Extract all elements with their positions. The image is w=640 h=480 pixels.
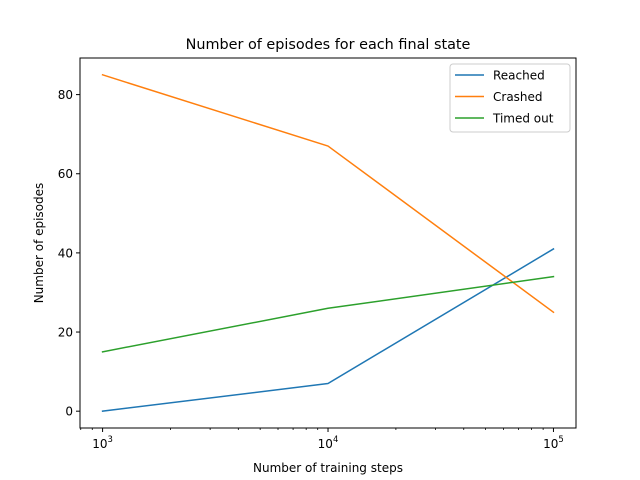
x-tick-label: 105 (543, 435, 564, 451)
legend-label: Reached (493, 69, 545, 83)
y-tick-label: 60 (58, 167, 73, 181)
legend: Reached Crashed Timed out (449, 63, 571, 133)
y-tick-label: 80 (58, 88, 73, 102)
x-tick-label: 103 (92, 435, 113, 451)
legend-label: Crashed (493, 90, 543, 104)
legend-box (449, 63, 571, 133)
y-tick-label: 0 (65, 405, 73, 419)
chart-title: Number of episodes for each final state (186, 37, 471, 53)
series-line-timed-out (101, 275, 555, 353)
plot-area (79, 57, 577, 429)
y-axis: 0 20 40 60 80 (58, 88, 80, 419)
x-tick-label: 104 (318, 435, 339, 451)
y-tick-label: 20 (58, 326, 73, 340)
x-axis-label: Number of training steps (253, 461, 403, 475)
y-tick-label: 40 (58, 246, 73, 260)
series-line-crashed (101, 73, 555, 314)
legend-label: Timed out (492, 112, 554, 126)
x-axis: 103 104 105 (80, 428, 564, 451)
series-layer (101, 73, 555, 413)
series-line-reached (101, 247, 555, 413)
y-axis-label: Number of episodes (32, 183, 46, 304)
